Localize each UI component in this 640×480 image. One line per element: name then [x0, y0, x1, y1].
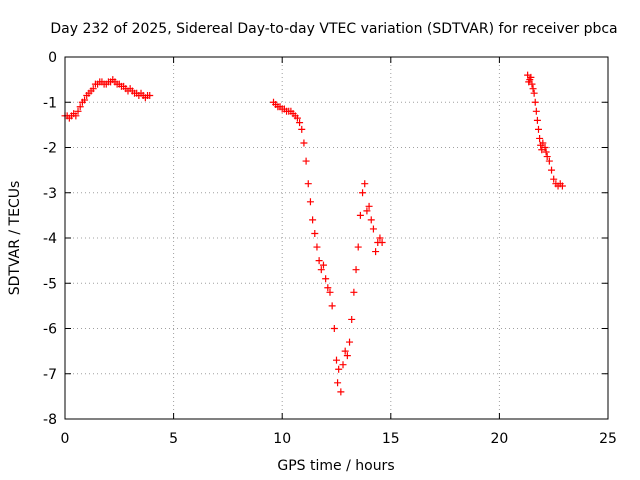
data-point	[74, 107, 82, 115]
data-point	[536, 134, 544, 142]
y-tick-label: 0	[48, 50, 57, 66]
plot-frame	[64, 56, 609, 420]
y-tick-label: -1	[43, 95, 57, 111]
data-points	[61, 71, 566, 396]
data-point	[300, 139, 308, 147]
series-segment-2	[270, 98, 386, 396]
data-point	[346, 338, 354, 346]
data-point	[359, 189, 367, 197]
data-point	[367, 216, 375, 224]
data-point	[333, 356, 340, 364]
data-point	[350, 288, 358, 296]
data-point	[558, 182, 566, 190]
y-tick-label: -3	[43, 186, 57, 202]
series-segment-1	[61, 76, 154, 122]
data-point	[81, 96, 89, 104]
data-point	[326, 288, 334, 296]
data-point	[528, 80, 536, 88]
data-point	[337, 388, 345, 396]
y-tick-label: -8	[43, 412, 57, 428]
x-tick-label: 5	[169, 431, 178, 447]
y-tick-label: -2	[43, 141, 57, 157]
axis-ticks: 0 5 10 15 20 25 0 -1 -2 -3 -4 -5 -6 -7 -8	[43, 50, 617, 447]
data-point	[293, 114, 301, 122]
data-point	[76, 103, 84, 111]
data-point	[348, 315, 356, 323]
x-tick-label: 10	[273, 431, 291, 447]
data-point	[335, 365, 343, 373]
data-point	[376, 234, 384, 242]
y-tick-label: -7	[43, 367, 57, 383]
x-tick-label: 20	[490, 431, 508, 447]
data-point	[72, 112, 80, 120]
data-point	[550, 175, 558, 183]
data-point	[328, 302, 336, 310]
data-point	[306, 198, 314, 206]
data-point	[545, 157, 553, 165]
data-point	[352, 266, 360, 274]
data-point	[311, 229, 319, 237]
data-point	[531, 98, 539, 106]
data-point	[530, 89, 538, 97]
data-point	[341, 347, 349, 355]
x-axis-label: GPS time / hours	[277, 458, 394, 474]
data-point	[309, 216, 317, 224]
data-point	[372, 248, 380, 256]
data-point	[533, 116, 541, 124]
y-tick-label: -6	[43, 322, 57, 338]
data-point	[548, 166, 556, 174]
data-point	[539, 139, 547, 147]
data-point	[356, 211, 364, 219]
data-point	[361, 180, 369, 188]
data-point	[319, 261, 327, 269]
data-point	[315, 257, 323, 265]
data-point	[363, 207, 371, 215]
data-point	[365, 202, 373, 210]
x-tick-label: 15	[382, 431, 400, 447]
data-point	[324, 284, 332, 292]
data-point	[343, 352, 351, 360]
data-point	[304, 180, 312, 188]
data-point	[339, 361, 347, 369]
data-point	[334, 379, 342, 387]
data-point	[542, 148, 550, 156]
data-point	[313, 243, 321, 251]
data-point	[529, 85, 537, 93]
data-point	[330, 325, 338, 332]
y-axis-label: SDTVAR / TECUs	[7, 181, 23, 296]
data-point	[378, 239, 386, 247]
y-tick-label: -4	[43, 231, 57, 247]
data-point	[543, 153, 551, 161]
data-point	[541, 144, 549, 151]
data-point	[89, 85, 97, 93]
grid	[65, 57, 608, 419]
series-segment-3	[524, 71, 566, 190]
data-point	[527, 73, 535, 81]
x-tick-label: 0	[61, 431, 70, 447]
data-point	[302, 157, 310, 165]
chart-title: Day 232 of 2025, Sidereal Day-to-day VTE…	[50, 21, 617, 37]
y-tick-label: -5	[43, 276, 57, 292]
data-point	[322, 275, 330, 283]
data-point	[532, 107, 540, 115]
data-point	[146, 91, 154, 99]
data-point	[354, 243, 362, 251]
x-tick-label: 25	[599, 431, 617, 447]
data-point	[369, 225, 377, 233]
data-point	[317, 266, 325, 274]
data-point	[296, 119, 304, 127]
data-point	[534, 125, 542, 133]
data-point	[298, 125, 306, 133]
